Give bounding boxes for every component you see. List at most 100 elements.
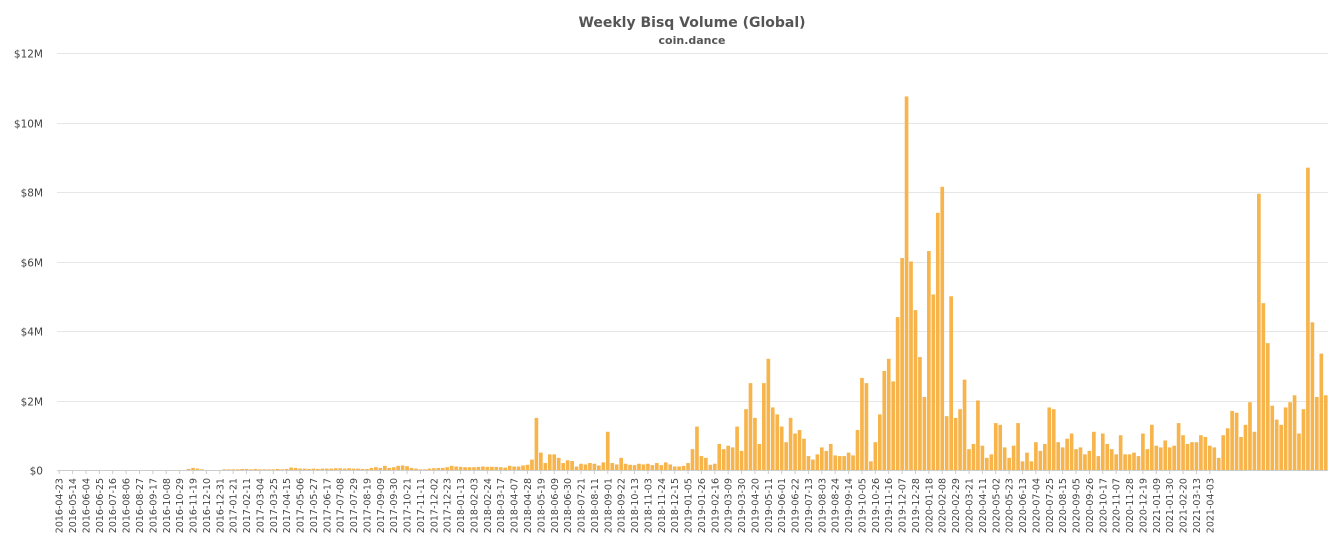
bar bbox=[231, 469, 235, 470]
bar bbox=[659, 465, 664, 470]
bar bbox=[267, 469, 271, 470]
bar bbox=[1274, 419, 1279, 470]
bar bbox=[824, 450, 829, 470]
bar bbox=[1323, 395, 1328, 470]
x-tick-label: 2017-07-29 bbox=[349, 478, 360, 533]
bar bbox=[195, 468, 200, 470]
bar bbox=[913, 310, 918, 470]
bar bbox=[467, 467, 472, 470]
bar bbox=[1025, 452, 1029, 471]
bar bbox=[476, 466, 481, 470]
bar bbox=[391, 467, 396, 470]
bar bbox=[891, 381, 896, 470]
bar bbox=[253, 468, 258, 470]
bar bbox=[1270, 405, 1275, 470]
x-tick-label: 2017-06-17 bbox=[322, 478, 333, 533]
x-tick-label: 2020-08-15 bbox=[1058, 478, 1069, 533]
bar bbox=[851, 455, 855, 470]
bar bbox=[1194, 442, 1199, 470]
bar bbox=[262, 469, 267, 470]
bar bbox=[1310, 322, 1315, 470]
bar bbox=[904, 96, 909, 470]
x-tick-label: 2018-06-09 bbox=[550, 478, 561, 533]
bar bbox=[721, 449, 726, 470]
bar bbox=[1145, 449, 1150, 470]
bar bbox=[1078, 447, 1083, 470]
x-tick-label: 2020-07-25 bbox=[1045, 478, 1056, 533]
x-tick-label: 2019-12-07 bbox=[898, 478, 909, 533]
bar bbox=[712, 463, 717, 470]
bar bbox=[802, 438, 806, 470]
x-tick-label: 2020-11-28 bbox=[1125, 478, 1136, 533]
bar bbox=[877, 414, 882, 470]
bar bbox=[993, 423, 998, 470]
bar bbox=[244, 468, 249, 470]
bar bbox=[753, 417, 757, 471]
bar bbox=[681, 465, 686, 470]
bar bbox=[837, 456, 842, 470]
y-tick-label: $2M bbox=[21, 397, 43, 409]
bar bbox=[445, 467, 450, 470]
x-tick-label: 2018-06-30 bbox=[563, 478, 574, 533]
bar bbox=[1065, 438, 1069, 470]
bar bbox=[1172, 445, 1176, 470]
x-tick-label: 2016-12-31 bbox=[215, 478, 226, 533]
x-tick-label: 2019-09-14 bbox=[844, 478, 855, 533]
bar bbox=[525, 464, 530, 470]
bars bbox=[186, 96, 1328, 471]
x-tick-label: 2018-09-01 bbox=[603, 478, 614, 533]
bar bbox=[650, 465, 655, 470]
bar bbox=[570, 460, 574, 470]
bar bbox=[1092, 431, 1096, 470]
bar bbox=[1257, 193, 1261, 471]
bar bbox=[186, 468, 191, 470]
bar bbox=[588, 463, 592, 470]
bar bbox=[521, 465, 525, 470]
bar bbox=[1096, 456, 1101, 470]
bar bbox=[699, 456, 704, 470]
bar bbox=[494, 466, 499, 470]
bar bbox=[842, 456, 846, 470]
x-tick-label: 2020-09-05 bbox=[1072, 478, 1083, 533]
x-tick-label: 2019-01-26 bbox=[697, 478, 708, 533]
bar bbox=[1288, 402, 1292, 470]
gridlines bbox=[57, 53, 1328, 402]
bar bbox=[762, 383, 766, 471]
x-tick-label: 2019-08-03 bbox=[817, 478, 828, 533]
bar bbox=[1029, 461, 1034, 470]
bar bbox=[302, 468, 307, 470]
x-tick-label: 2017-04-15 bbox=[282, 478, 293, 533]
bar bbox=[1118, 435, 1123, 470]
x-tick-label: 2021-04-03 bbox=[1205, 478, 1216, 533]
x-tick-label: 2018-11-24 bbox=[657, 478, 668, 533]
bar bbox=[686, 463, 690, 470]
bar bbox=[909, 261, 913, 470]
bar bbox=[918, 357, 922, 470]
bar bbox=[1002, 447, 1007, 470]
bar bbox=[592, 463, 597, 470]
x-tick-label: 2020-10-17 bbox=[1098, 478, 1109, 533]
bar bbox=[316, 468, 320, 470]
bar bbox=[677, 466, 681, 470]
bar bbox=[1265, 343, 1270, 470]
bar bbox=[833, 455, 838, 470]
x-tick-label: 2019-05-11 bbox=[764, 478, 775, 533]
bar bbox=[784, 442, 788, 470]
bar bbox=[449, 465, 454, 470]
x-tick-label: 2019-07-13 bbox=[804, 478, 815, 533]
bar bbox=[293, 467, 298, 470]
bar bbox=[632, 465, 637, 470]
bar bbox=[730, 447, 735, 470]
x-tick-label: 2017-12-23 bbox=[443, 478, 454, 533]
bar bbox=[998, 424, 1003, 470]
bar bbox=[378, 467, 383, 470]
bar bbox=[552, 454, 557, 470]
bar bbox=[614, 464, 619, 470]
x-tick-label: 2018-02-03 bbox=[469, 478, 480, 533]
bar bbox=[512, 466, 516, 470]
x-tick-label: 2020-05-02 bbox=[991, 478, 1002, 533]
bar bbox=[989, 454, 994, 470]
bar bbox=[280, 469, 285, 470]
y-tick-label: $6M bbox=[21, 258, 43, 270]
